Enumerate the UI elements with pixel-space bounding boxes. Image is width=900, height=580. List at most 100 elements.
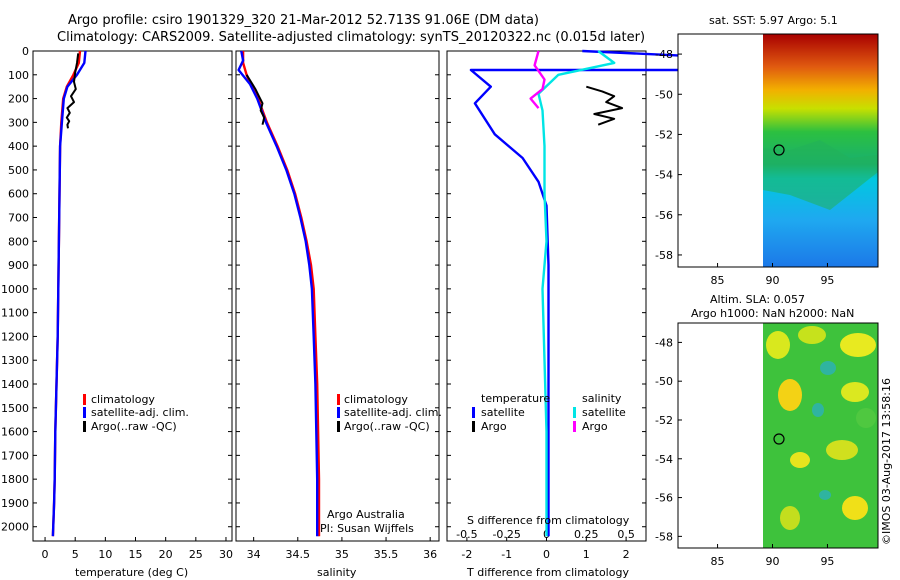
series-line-satellite-adj-clim [51,50,87,537]
legend-label-argo: Argo(..raw -QC) [344,420,430,433]
legend-swatch-sal-argo [573,421,576,432]
lat-tick-label: -56 [655,209,673,222]
lat-tick-label: -48 [655,336,673,349]
sst-map-frame [677,33,879,268]
legend-swatch-argo [83,421,86,432]
depth-tick-label: 1600 [1,426,29,439]
depth-tick-label: 2000 [1,521,29,534]
series-line-climatology [51,50,82,537]
lat-tick-label: -50 [655,375,673,388]
x-tick-label: 20 [159,548,173,561]
x2-tick-label: -0.25 [492,528,520,541]
series-line-satellite-adj-clim [237,50,319,537]
depth-tick-label: 1700 [1,449,29,462]
sst-argo-marker [773,144,785,156]
depth-tick-label: 0 [22,45,29,58]
depth-tick-label: 1800 [1,473,29,486]
credit-line1: Argo Australia [327,508,405,521]
depth-tick-label: 1500 [1,402,29,415]
x-tick-label: -1 [501,548,512,561]
depth-tick-label: 500 [8,164,29,177]
x-tick-label: 0 [42,548,49,561]
x-tick-label: 34.5 [286,548,311,561]
temperature-difference-xlabel: T difference from climatology [466,566,629,579]
legend-swatch-climatology [83,394,86,405]
sst-map-title: sat. SST: 5.97 Argo: 5.1 [709,14,838,27]
temperature-legend: climatology satellite-adj. clim. Argo(..… [83,393,189,433]
series-line-argo [529,50,546,109]
figure-title-line1: Argo profile: csiro 1901329_320 21-Mar-2… [68,13,539,28]
depth-tick-label: 1200 [1,330,29,343]
lon-tick-label: 85 [711,555,725,568]
depth-tick-label: 1400 [1,378,29,391]
legend-swatch-argo [337,421,340,432]
legend-swatch-temp-satellite [472,407,475,418]
legend-label-climatology: climatology [91,393,155,406]
temperature-panel: 0100200300400500600700800900100011001200… [1,45,233,579]
x-tick-label: 36 [423,548,437,561]
legend-swatch-temp-argo [472,421,475,432]
lon-tick-label: 90 [766,555,780,568]
x2-tick-label: -0.5 [456,528,477,541]
lon-tick-label: 85 [711,274,725,287]
difference-panel: -2 -1 0 1 2-0.5 -0.25 0 0.25 0.5 S difference fr… [446,49,687,579]
salinity-panel: 34 34.5 35 35.5 36 salinity climatology sate… [235,50,442,579]
figure-title-line2: Climatology: CARS2009. Satellite-adjuste… [57,30,645,45]
lat-tick-label: -58 [655,249,673,262]
legend-swatch-sal-satellite [573,407,576,418]
series-line-argo [586,85,624,126]
legend-label-sal-satellite: satellite [582,406,626,419]
series-line-climatology [241,51,321,537]
depth-tick-label: 1300 [1,354,29,367]
x-tick-label: 5 [72,548,79,561]
lon-tick-label: 95 [820,274,834,287]
x-tick-label: 25 [189,548,203,561]
depth-tick-label: 1900 [1,497,29,510]
sst-green-patch [763,140,878,210]
lat-tick-label: -52 [655,414,673,427]
depth-tick-label: 100 [8,69,29,82]
x-tick-label: 35 [335,548,349,561]
x-tick-label: -2 [461,548,472,561]
series-line-satellite [537,50,616,537]
legend-label-satellite: satellite-adj. clim. [344,406,442,419]
depth-tick-label: 800 [8,235,29,248]
x-tick-label: 34 [247,548,261,561]
lon-tick-label: 90 [766,274,780,287]
x-tick-label: 2 [623,548,630,561]
series-line-argo-raw-qc [245,74,266,125]
credit-line2: PI: Susan Wijffels [320,522,414,535]
lon-tick-label: 95 [820,555,834,568]
depth-tick-label: 200 [8,93,29,106]
depth-tick-label: 600 [8,188,29,201]
legend-swatch-satellite [337,407,340,418]
x-tick-label: 1 [583,548,590,561]
legend-label-temp-argo: Argo [481,420,507,433]
sla-map: Altim. SLA: 0.057 Argo h1000: NaN h2000:… [655,293,879,568]
series-line-satellite [469,49,687,537]
temperature-plot-frame [32,50,233,542]
sla-map-frame [677,322,879,549]
legend-swatch-satellite [83,407,86,418]
sst-map: sat. SST: 5.97 Argo: 5.1 -48 -50 -52 -54 -56… [655,14,879,287]
sla-blobs [766,326,876,530]
sla-map-title-line2: Argo h1000: NaN h2000: NaN [691,307,854,320]
difference-legend: temperature salinity satellite Argo sate… [472,392,626,433]
legend-label-climatology: climatology [344,393,408,406]
series-line-argo-raw-qc [65,53,80,129]
legend-label-temp-satellite: satellite [481,406,525,419]
depth-tick-label: 1000 [1,283,29,296]
lat-tick-label: -58 [655,530,673,543]
salinity-difference-xlabel: S difference from climatology [467,514,630,527]
sla-argo-marker [773,433,785,445]
x-tick-label: 0 [543,548,550,561]
x-tick-label: 30 [219,548,233,561]
legend-label-sal-argo: Argo [582,420,608,433]
salinity-legend: climatology satellite-adj. clim. Argo(..… [337,393,442,433]
salinity-xlabel: salinity [317,566,357,579]
depth-tick-label: 900 [8,259,29,272]
temperature-xlabel: temperature (deg C) [75,566,188,579]
legend-title-temperature: temperature [481,392,550,405]
depth-tick-label: 1100 [1,307,29,320]
